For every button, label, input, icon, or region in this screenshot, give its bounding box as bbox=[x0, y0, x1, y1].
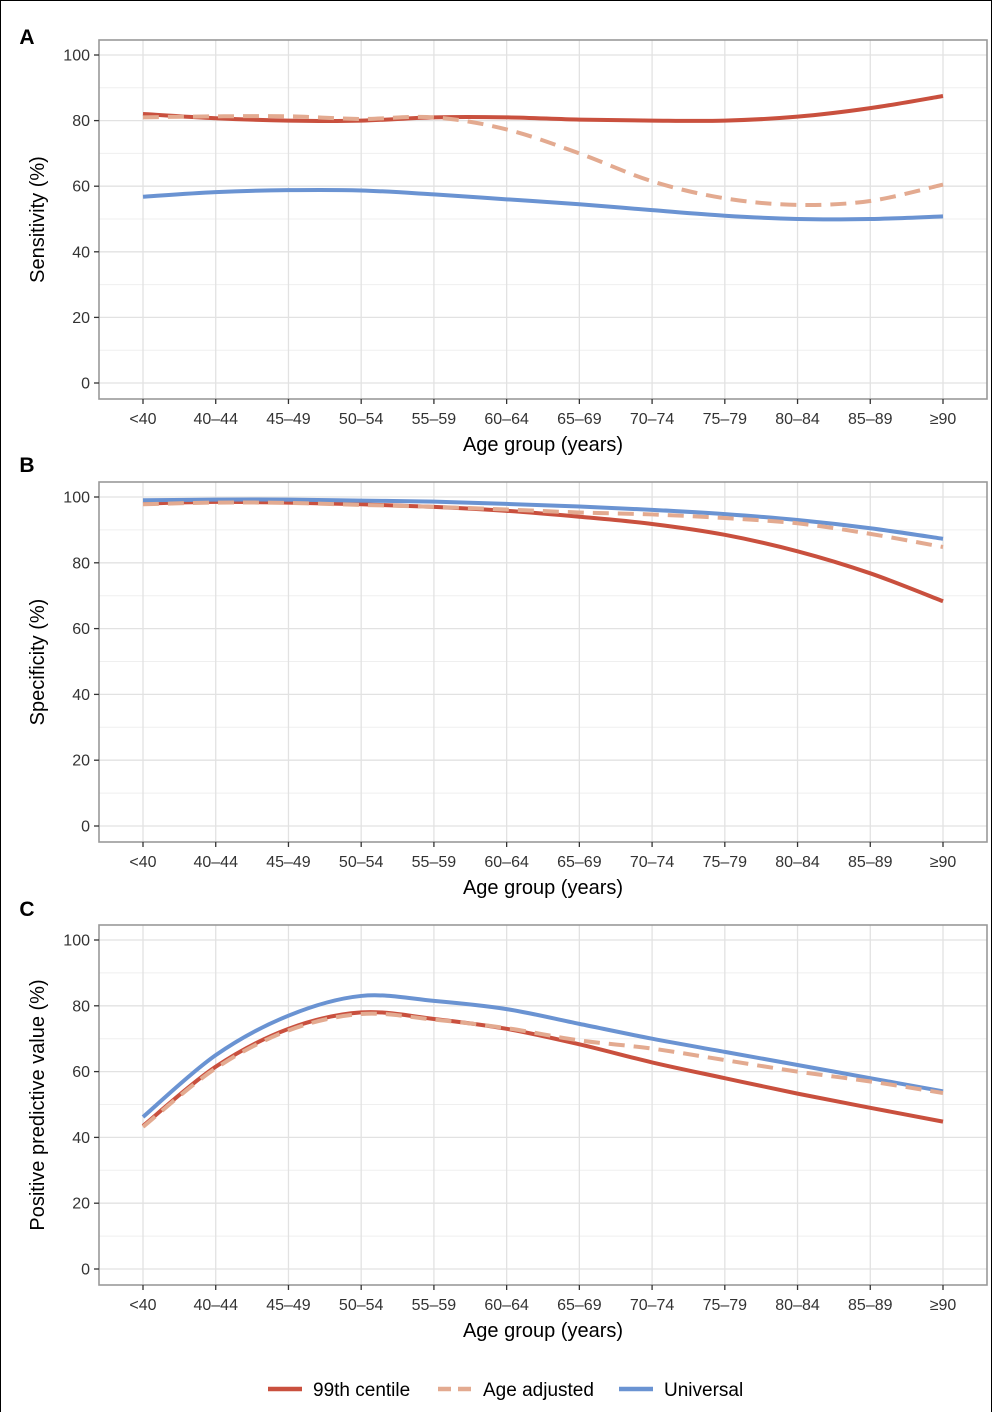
y-tick-label: 40 bbox=[72, 687, 90, 704]
x-axis-label: Age group (years) bbox=[463, 877, 623, 899]
x-tick-label: 55–59 bbox=[412, 411, 457, 428]
plot-border bbox=[98, 924, 988, 1286]
y-tick-label: 80 bbox=[72, 998, 90, 1015]
x-tick-label: ≥90 bbox=[930, 1297, 957, 1314]
x-tick-label: 40–44 bbox=[193, 854, 238, 871]
x-tick-label: 80–84 bbox=[775, 411, 820, 428]
series-line-age-adjusted bbox=[142, 500, 944, 549]
x-tick-label: 50–54 bbox=[339, 854, 384, 871]
x-tick-label: 60–64 bbox=[484, 1297, 529, 1314]
x-tick-label: 65–69 bbox=[557, 1297, 602, 1314]
x-tick-label: <40 bbox=[129, 411, 156, 428]
x-tick-label: 55–59 bbox=[412, 854, 457, 871]
series-line-universal bbox=[142, 187, 944, 222]
y-tick-label: 20 bbox=[72, 753, 90, 770]
x-tick-label: 85–89 bbox=[848, 854, 893, 871]
panel-c: 0 20 40 60 80 100 <40 40–44 45–49 50–54 55–59 60–64… bbox=[19, 898, 988, 1342]
y-tick-label: 100 bbox=[63, 490, 90, 507]
x-tick-label: 70–74 bbox=[630, 1297, 675, 1314]
x-tick-label: 75–79 bbox=[703, 1297, 748, 1314]
x-tick-label: 70–74 bbox=[630, 411, 675, 428]
y-tick-label: 100 bbox=[63, 933, 90, 950]
panel-b: 0 20 40 60 80 100 <40 40–44 45–49 50–54 55–59 60–64… bbox=[19, 454, 988, 899]
legend-label-age-adjusted: Age adjusted bbox=[483, 1380, 594, 1401]
y-axis-label: Sensitivity (%) bbox=[27, 156, 49, 283]
y-tick-label: 60 bbox=[72, 621, 90, 638]
y-tick-label: 60 bbox=[72, 1064, 90, 1081]
x-tick-label: 65–69 bbox=[557, 411, 602, 428]
y-tick-label: 60 bbox=[72, 179, 90, 196]
y-tick-label: 20 bbox=[72, 310, 90, 327]
plot-border bbox=[98, 481, 988, 843]
panel-a: 0 20 40 60 80 100 <40 40–44 45–49 50–54 55–59 60–64… bbox=[19, 26, 988, 456]
x-axis-label: Age group (years) bbox=[463, 1320, 623, 1342]
y-tick-label: 20 bbox=[72, 1196, 90, 1213]
x-tick-label: 70–74 bbox=[630, 854, 675, 871]
y-tick-label: 40 bbox=[72, 1130, 90, 1147]
y-axis-label: Specificity (%) bbox=[27, 599, 49, 726]
y-tick-label: 0 bbox=[81, 376, 90, 393]
y-tick-label: 80 bbox=[72, 113, 90, 130]
y-tick-label: 0 bbox=[81, 1262, 90, 1279]
x-tick-label: ≥90 bbox=[930, 411, 957, 428]
panel-letter: A bbox=[19, 26, 34, 49]
x-tick-label: <40 bbox=[129, 1297, 156, 1314]
x-axis-label: Age group (years) bbox=[463, 434, 623, 456]
y-tick-label: 40 bbox=[72, 244, 90, 261]
x-tick-label: 75–79 bbox=[703, 854, 748, 871]
y-tick-label: 100 bbox=[63, 48, 90, 65]
y-axis-label: Positive predictive value (%) bbox=[27, 979, 49, 1230]
x-tick-label: 45–49 bbox=[266, 1297, 311, 1314]
x-tick-label: ≥90 bbox=[930, 854, 957, 871]
legend-label-99th-centile: 99th centile bbox=[313, 1380, 410, 1401]
x-tick-label: 80–84 bbox=[775, 854, 820, 871]
x-tick-label: 75–79 bbox=[703, 411, 748, 428]
legend-label-universal: Universal bbox=[664, 1380, 743, 1401]
y-tick-label: 0 bbox=[81, 819, 90, 836]
x-tick-label: 55–59 bbox=[412, 1297, 457, 1314]
series-line-universal bbox=[142, 497, 944, 541]
x-tick-label: <40 bbox=[129, 854, 156, 871]
x-tick-label: 85–89 bbox=[848, 1297, 893, 1314]
x-tick-label: 60–64 bbox=[484, 854, 529, 871]
x-tick-label: 85–89 bbox=[848, 411, 893, 428]
plot-border bbox=[98, 39, 988, 400]
x-tick-label: 60–64 bbox=[484, 411, 529, 428]
panel-letter: B bbox=[19, 454, 34, 477]
x-tick-label: 45–49 bbox=[266, 411, 311, 428]
series-line-99th-centile bbox=[142, 94, 944, 123]
series-line-universal bbox=[141, 993, 944, 1119]
series-line-age-adjusted bbox=[142, 114, 944, 207]
y-tick-label: 80 bbox=[72, 555, 90, 572]
series-line-age-adjusted bbox=[141, 1011, 944, 1129]
x-tick-label: 65–69 bbox=[557, 854, 602, 871]
panel-letter: C bbox=[19, 898, 34, 921]
x-tick-label: 50–54 bbox=[339, 1297, 384, 1314]
x-tick-label: 45–49 bbox=[266, 854, 311, 871]
x-tick-label: 50–54 bbox=[339, 411, 384, 428]
x-tick-label: 40–44 bbox=[193, 411, 238, 428]
x-tick-label: 80–84 bbox=[775, 1297, 820, 1314]
x-tick-label: 40–44 bbox=[193, 1297, 238, 1314]
legend: 99th centile Age adjusted Universal bbox=[268, 1380, 743, 1401]
